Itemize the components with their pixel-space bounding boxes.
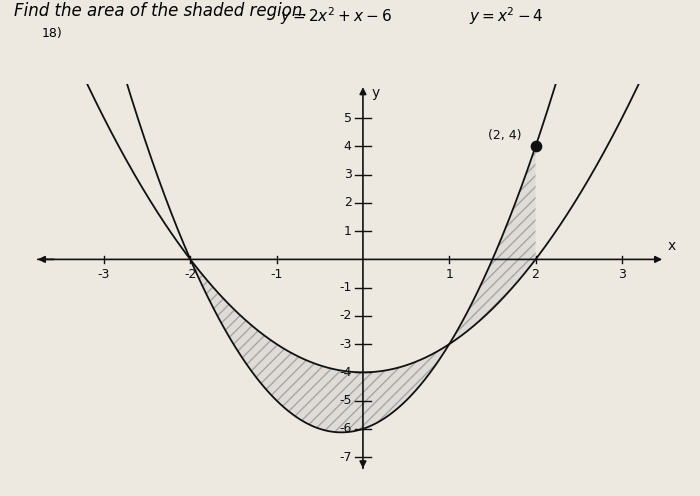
Text: 18): 18) [42, 27, 63, 40]
Text: 1: 1 [445, 268, 453, 281]
Text: 2: 2 [344, 196, 351, 209]
Text: $y = x^2 - 4$: $y = x^2 - 4$ [469, 5, 544, 27]
Text: Find the area of the shaded region.: Find the area of the shaded region. [14, 2, 307, 20]
Text: $y = 2x^2 + x - 6$: $y = 2x^2 + x - 6$ [280, 5, 392, 27]
Point [530, 142, 541, 150]
Text: -6: -6 [340, 422, 351, 435]
Text: 3: 3 [618, 268, 626, 281]
Text: 4: 4 [344, 140, 351, 153]
Text: y: y [372, 86, 380, 100]
Text: -2: -2 [184, 268, 197, 281]
Text: x: x [668, 239, 676, 253]
Text: -1: -1 [270, 268, 283, 281]
Text: 1: 1 [344, 225, 351, 238]
Text: -3: -3 [340, 338, 351, 351]
Text: -2: -2 [340, 310, 351, 322]
Text: -3: -3 [98, 268, 110, 281]
Text: 5: 5 [344, 112, 351, 124]
Text: -1: -1 [340, 281, 351, 294]
Text: 2: 2 [531, 268, 540, 281]
Text: 3: 3 [344, 168, 351, 181]
Text: (2, 4): (2, 4) [488, 129, 522, 142]
Text: -4: -4 [340, 366, 351, 379]
Text: -7: -7 [340, 450, 351, 464]
Text: -5: -5 [340, 394, 351, 407]
